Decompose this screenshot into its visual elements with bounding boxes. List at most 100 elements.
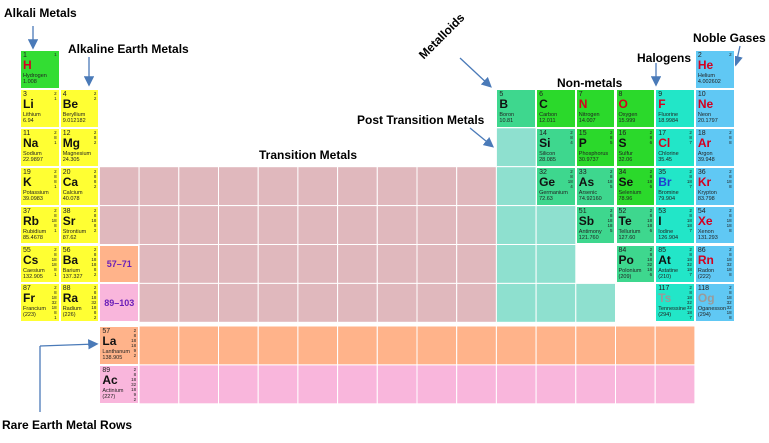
- element-symbol: Sb: [578, 213, 595, 228]
- transition-metal-cell: [257, 244, 299, 284]
- element-mass: 132.905: [23, 273, 43, 280]
- element-mass: (222): [697, 273, 711, 280]
- element-number: 35: [658, 168, 666, 176]
- element-mass: 126.904: [658, 234, 679, 241]
- element-shells: 2 8 5: [609, 129, 613, 145]
- element-cell: 35 Br Bromine 79.904 2 8 18 7: [655, 166, 695, 206]
- element-cell: 36 Kr Krypton 83.798 2 8 18 8: [694, 166, 735, 206]
- element-shells: 2 2: [93, 90, 97, 101]
- transition-metal-cell: [297, 166, 339, 207]
- element-mass: 74.92160: [578, 195, 602, 202]
- element-name: Astatine: [658, 267, 679, 274]
- element-name: Phosphorus: [578, 150, 609, 157]
- element-shells: 2 8 18 32 18 9 2: [131, 366, 137, 402]
- lanthanide-cell: [297, 325, 339, 366]
- element-symbol: P: [578, 135, 587, 150]
- element-shells: 2 8 18 18 7: [686, 207, 692, 233]
- element-shells: 2 8 18 18 6: [647, 207, 653, 233]
- lanthanide-cell: [456, 325, 497, 366]
- element-shells: 2 8 8: [729, 129, 732, 145]
- element-symbol: C: [539, 96, 548, 111]
- element-mass: 10.81: [499, 117, 514, 124]
- element-cell: 17 Cl Chlorine 35.45 2 8 7: [655, 127, 695, 167]
- element-symbol: He: [697, 58, 714, 72]
- post-transition-metal-cell: [495, 244, 537, 284]
- element-name: Caesium: [23, 267, 45, 274]
- element-name: Actinium: [102, 387, 124, 394]
- transition-metal-cell: [337, 282, 378, 323]
- element-cell: 88 Ra Radium (226) 2 8 18 32 18 8 2: [59, 283, 100, 323]
- element-name: Tellurium: [618, 228, 641, 235]
- element-mass: 35.45: [658, 156, 672, 163]
- element-symbol: Po: [618, 252, 634, 267]
- element-symbol: Kr: [697, 174, 712, 189]
- element-mass: 39.0983: [23, 195, 43, 202]
- element-number: 3: [23, 90, 27, 98]
- element-number: 11: [23, 129, 31, 137]
- element-shells: 2 8 7: [689, 129, 692, 145]
- element-symbol: Ba: [62, 252, 79, 267]
- element-name: Francium: [23, 306, 46, 313]
- element-number: 33: [578, 168, 587, 176]
- transition-metal-cell: [218, 205, 259, 246]
- element-shells: 2 8 18 32 18 8: [726, 246, 732, 277]
- element-cell: 5 B Boron 10.81: [496, 88, 537, 128]
- post-transition-metal-cell: [535, 244, 577, 284]
- element-symbol: Sr: [62, 213, 76, 228]
- element-symbol: F: [658, 96, 666, 111]
- element-symbol: Xe: [697, 213, 713, 228]
- element-shells: 1: [54, 52, 57, 57]
- element-name: Potassium: [23, 189, 49, 196]
- element-mass: 9.012182: [62, 117, 86, 124]
- element-mass: 32.06: [618, 156, 633, 163]
- transition-metal-cell: [456, 166, 497, 207]
- element-symbol: B: [499, 96, 509, 111]
- element-cell: 55 Cs Caesium 132.905 2 8 18 18 8 1: [20, 244, 60, 284]
- element-symbol: Se: [618, 174, 634, 189]
- element-mass: (294): [697, 312, 711, 319]
- halogens-label: Halogens: [637, 51, 692, 65]
- element-mass: 87.62: [62, 234, 77, 241]
- actinide-cell: [495, 364, 537, 405]
- element-number: 53: [658, 207, 666, 215]
- element-name: Helium: [697, 73, 716, 79]
- noble-gases-label: Noble Gases: [693, 31, 766, 45]
- element-cell: 85 At Astatine (210) 2 8 18 32 18 7: [655, 244, 695, 284]
- element-number: 54: [697, 207, 706, 215]
- element-mass: 24.305: [62, 156, 80, 163]
- element-mass: 28.085: [539, 156, 556, 163]
- element-number: 20: [62, 168, 71, 176]
- element-name: Lanthanum: [102, 349, 130, 355]
- element-number: 88: [62, 285, 71, 293]
- transition-metal-cell: [178, 244, 220, 284]
- element-cell: 10 Ne Neon 20.1797: [694, 88, 735, 128]
- actinide-cell: [257, 364, 299, 405]
- lanthanide-cell: [218, 325, 259, 366]
- element-number: 85: [658, 246, 666, 254]
- transition-metal-cell: [178, 205, 220, 246]
- post-transition-metal-cell: [535, 205, 577, 246]
- element-symbol: I: [658, 213, 662, 228]
- element-cell: 84 Po Polonium (209) 2 8 18 32 18 6: [615, 244, 656, 284]
- element-symbol: H: [23, 58, 32, 72]
- element-number: 9: [658, 90, 663, 98]
- element-shells: 2 8 18 4: [567, 168, 573, 189]
- element-mass: (227): [102, 393, 116, 400]
- element-number: 10: [697, 90, 706, 98]
- transition-metal-cell: [138, 282, 180, 323]
- actinide-cell: [297, 364, 339, 405]
- actinide-range-label: 89–103: [99, 283, 140, 323]
- post-transition-metal-cell: [535, 282, 577, 323]
- transition-metal-cell: [456, 244, 497, 284]
- element-cell: 7 N Nitrogen 14.007: [575, 88, 616, 128]
- element-name: Beryllium: [62, 111, 86, 118]
- transition-metal-cell: [416, 244, 458, 284]
- element-symbol: O: [618, 96, 628, 111]
- transition-metal-cell: [376, 205, 418, 246]
- element-cell: 19 K Potassium 39.0983 2 8 8 1: [20, 166, 60, 206]
- actinide-cell: [575, 364, 616, 405]
- actinide-cell: [654, 364, 696, 405]
- element-shells: 2 8 18 8 2: [91, 207, 97, 233]
- element-mass: 72.63: [539, 195, 553, 202]
